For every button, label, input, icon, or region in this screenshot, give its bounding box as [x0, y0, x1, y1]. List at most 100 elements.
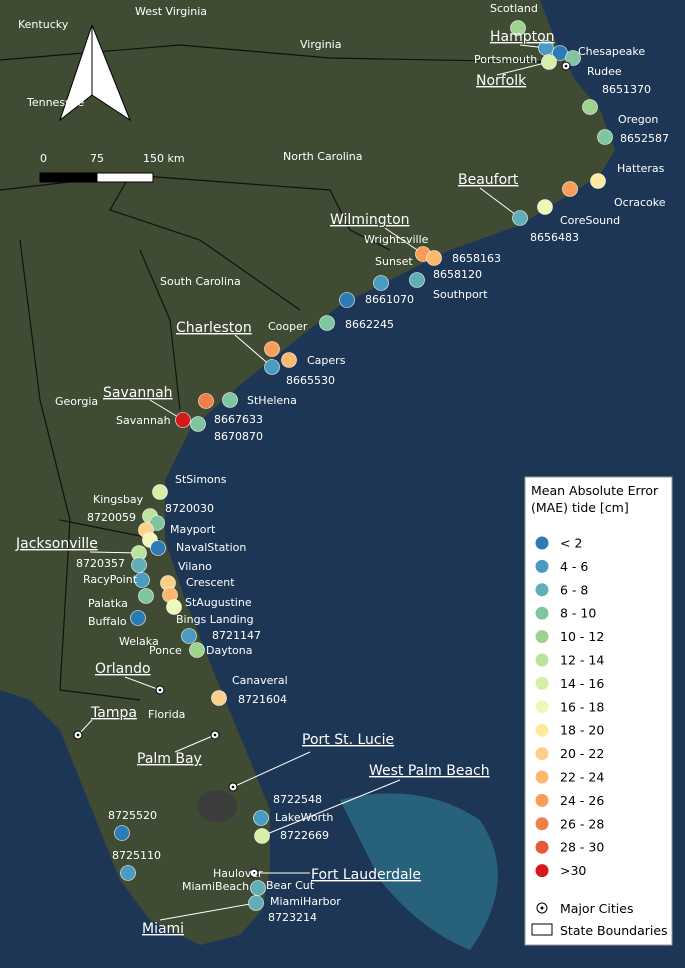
station-label: Mayport — [170, 523, 216, 536]
station-marker — [590, 173, 606, 189]
station-label: Vilano — [178, 560, 212, 573]
station-marker — [339, 292, 355, 308]
station-label: Chesapeake — [578, 45, 645, 58]
scale-label: 0 — [40, 152, 47, 165]
region-label: Tennessee — [26, 96, 85, 109]
lake — [197, 790, 237, 822]
station-label: 8665530 — [286, 374, 335, 387]
station-label: Canaveral — [232, 674, 288, 687]
legend-label: 20 - 22 — [560, 746, 604, 761]
city-label: Tampa — [90, 705, 137, 721]
region-label: West Virginia — [135, 5, 207, 18]
legend-swatch — [534, 839, 550, 855]
region-label: Florida — [148, 708, 185, 721]
legend-boundary-symbol — [531, 923, 553, 936]
city-dot-center — [158, 688, 162, 692]
north-arrow — [58, 24, 132, 122]
scale-bar — [39, 172, 154, 183]
legend-swatch — [534, 675, 550, 691]
station-marker — [319, 315, 335, 331]
legend-label: 10 - 12 — [560, 629, 604, 644]
station-marker — [510, 20, 526, 36]
station-marker — [130, 610, 146, 626]
station-label: StHelena — [247, 394, 297, 407]
station-marker — [120, 865, 136, 881]
legend-swatch — [534, 605, 550, 621]
station-marker — [189, 642, 205, 658]
legend-label: 26 - 28 — [560, 816, 604, 831]
station-label: 8661070 — [365, 293, 414, 306]
city-dot-center — [564, 64, 568, 68]
station-label: Southport — [433, 288, 488, 301]
station-label: 8658120 — [433, 268, 482, 281]
station-marker — [264, 341, 280, 357]
legend-label: Major Cities — [560, 901, 633, 916]
legend-swatch — [534, 652, 550, 668]
station-label: Capers — [307, 354, 346, 367]
station-label: Rudee — [587, 65, 622, 78]
legend-label: State Boundaries — [560, 923, 668, 938]
region-label: Georgia — [55, 395, 98, 408]
station-marker — [175, 412, 191, 428]
station-label: Bear Cut — [266, 879, 315, 892]
station-marker — [152, 484, 168, 500]
station-label: Cooper — [268, 320, 308, 333]
station-label: 8721604 — [238, 693, 287, 706]
station-label: 8670870 — [214, 430, 263, 443]
legend-label: 4 - 6 — [560, 559, 588, 574]
legend-swatch — [534, 535, 550, 551]
region-label: South Carolina — [160, 275, 241, 288]
city-dot-center — [231, 785, 235, 789]
city-label: Hampton — [490, 29, 555, 45]
station-label: Haulover — [213, 867, 263, 880]
station-marker — [149, 515, 165, 531]
legend-label: 8 - 10 — [560, 606, 596, 621]
station-marker — [254, 828, 270, 844]
station-label: 8720059 — [87, 511, 136, 524]
station-label: 8721147 — [212, 629, 261, 642]
scale-label: 75 — [90, 152, 104, 165]
legend-swatch — [534, 629, 550, 645]
city-label: West Palm Beach — [369, 763, 490, 779]
station-label: 8725110 — [112, 849, 161, 862]
legend-swatch — [534, 746, 550, 762]
station-label: Sunset — [375, 255, 413, 268]
station-label: MiamiHarbor — [270, 895, 341, 908]
station-label: 8651370 — [602, 83, 651, 96]
station-label: 8658163 — [452, 252, 501, 265]
legend-label: 18 - 20 — [560, 723, 604, 738]
legend-box — [524, 476, 673, 946]
legend-label: 14 - 16 — [560, 676, 604, 691]
station-label: Welaka — [119, 635, 159, 648]
station-marker — [222, 392, 238, 408]
station-label: Wrightsville — [364, 233, 429, 246]
station-marker — [253, 810, 269, 826]
legend-label: 16 - 18 — [560, 699, 604, 714]
city-dot-center — [76, 733, 80, 737]
station-label: Buffalo — [88, 615, 127, 628]
station-label: MiamiBeach — [182, 880, 249, 893]
legend-city-symbol-center — [540, 906, 544, 910]
station-marker — [250, 880, 266, 896]
station-label: Hatteras — [617, 162, 665, 175]
station-label: 8652587 — [620, 132, 669, 145]
station-marker — [211, 690, 227, 706]
legend-swatch — [534, 769, 550, 785]
station-marker — [281, 352, 297, 368]
region-label: North Carolina — [283, 150, 363, 163]
station-label: Crescent — [186, 576, 235, 589]
legend-swatch — [534, 582, 550, 598]
city-label: Palm Bay — [137, 751, 202, 767]
station-label: 8656483 — [530, 231, 579, 244]
city-label: Port St. Lucie — [302, 732, 394, 748]
city-label: Fort Lauderdale — [311, 867, 421, 883]
legend-swatch — [534, 558, 550, 574]
station-label: Oregon — [618, 113, 658, 126]
bahamas-bank — [340, 793, 498, 950]
station-label: LakeWorth — [275, 811, 333, 824]
station-marker — [426, 250, 442, 266]
legend-label: 24 - 26 — [560, 793, 604, 808]
legend-label: >30 — [560, 863, 586, 878]
legend-swatch — [534, 699, 550, 715]
